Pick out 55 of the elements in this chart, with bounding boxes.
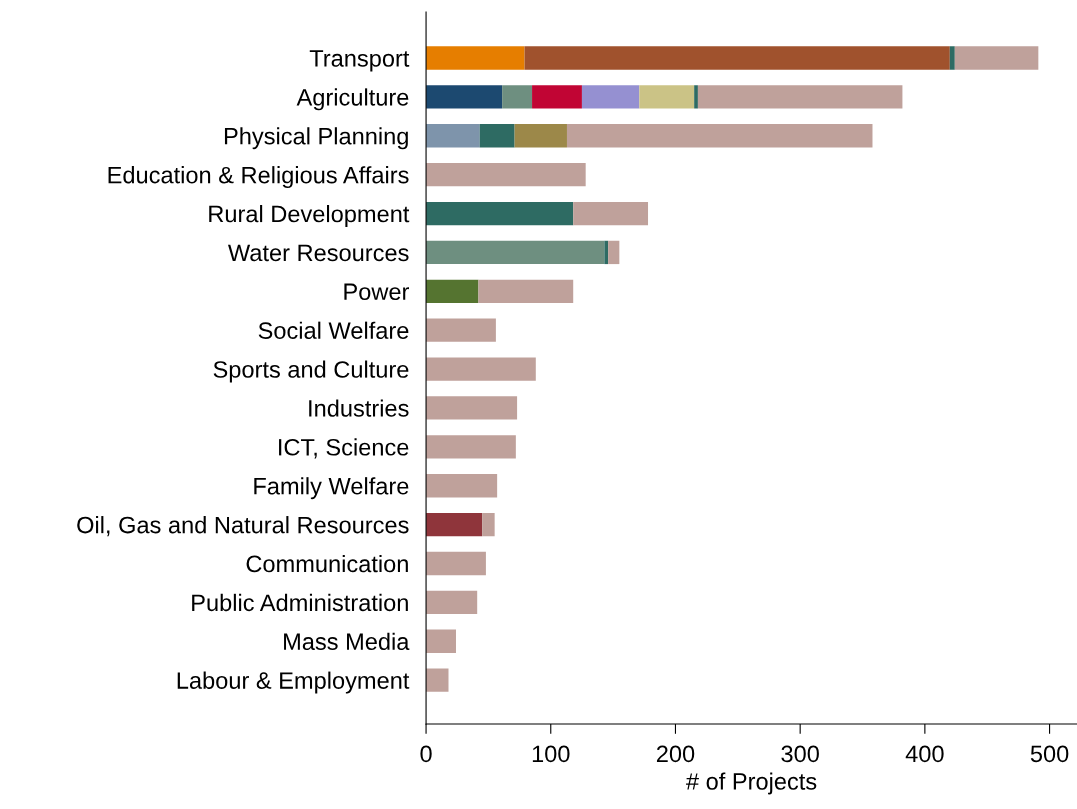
y-tick-label: Agriculture xyxy=(296,88,409,111)
x-tick-label: 400 xyxy=(905,745,944,763)
y-tick-label: Sports and Culture xyxy=(213,360,409,383)
x-tick-label: 200 xyxy=(656,745,695,763)
x-tick-label: 300 xyxy=(781,745,819,763)
bar xyxy=(426,46,525,70)
bar xyxy=(954,46,1039,70)
y-tick-label: Social Welfare xyxy=(258,321,409,339)
bar xyxy=(524,46,950,70)
bar xyxy=(482,512,495,537)
x-tick-label: 500 xyxy=(1030,745,1069,763)
bar xyxy=(426,318,496,342)
bar xyxy=(697,85,903,109)
bar xyxy=(426,357,536,381)
bar xyxy=(573,201,649,226)
bar xyxy=(426,279,479,303)
bar xyxy=(639,85,695,109)
x-tick-label: 100 xyxy=(532,745,570,763)
y-tick-label: Power xyxy=(344,283,409,301)
bar xyxy=(426,629,456,653)
y-tick-label: Oil, Gas and Natural Resources xyxy=(77,516,409,537)
y-tick-label: Public Administration xyxy=(192,593,408,612)
bar xyxy=(426,668,449,692)
x-tick-label: 0 xyxy=(420,745,432,763)
bar xyxy=(426,551,486,576)
y-tick-label: Water Resources xyxy=(228,244,409,262)
bar xyxy=(426,240,605,265)
y-tick-label: Industries xyxy=(309,399,409,417)
bar xyxy=(514,124,567,148)
bar xyxy=(426,124,480,148)
bar xyxy=(426,435,516,459)
bar xyxy=(566,124,873,148)
bar xyxy=(479,124,515,148)
bar xyxy=(581,85,640,109)
y-tick-label: Communication xyxy=(246,554,408,573)
x-axis-title: # of Projects xyxy=(686,772,817,795)
bar xyxy=(426,474,498,498)
bar xyxy=(478,279,574,303)
y-tick-label: Physical Planning xyxy=(224,127,408,150)
bar xyxy=(604,240,609,265)
bar xyxy=(608,240,620,265)
y-tick-label: Mass Media xyxy=(284,632,410,651)
bar xyxy=(532,85,582,109)
bar xyxy=(426,396,518,420)
y-tick-label: Family Welfare xyxy=(254,477,409,500)
y-tick-label: Rural Development xyxy=(209,204,410,227)
y-tick-label: Labour & Employment xyxy=(177,671,410,694)
y-tick-label: Transport xyxy=(309,50,410,72)
bar xyxy=(694,85,698,109)
bar xyxy=(426,590,478,615)
y-tick-label: Education & Religious Affairs xyxy=(108,166,409,189)
bar xyxy=(426,512,483,537)
bar xyxy=(426,163,586,187)
y-tick-label: ICT, Science xyxy=(279,438,409,459)
bar xyxy=(426,85,503,109)
